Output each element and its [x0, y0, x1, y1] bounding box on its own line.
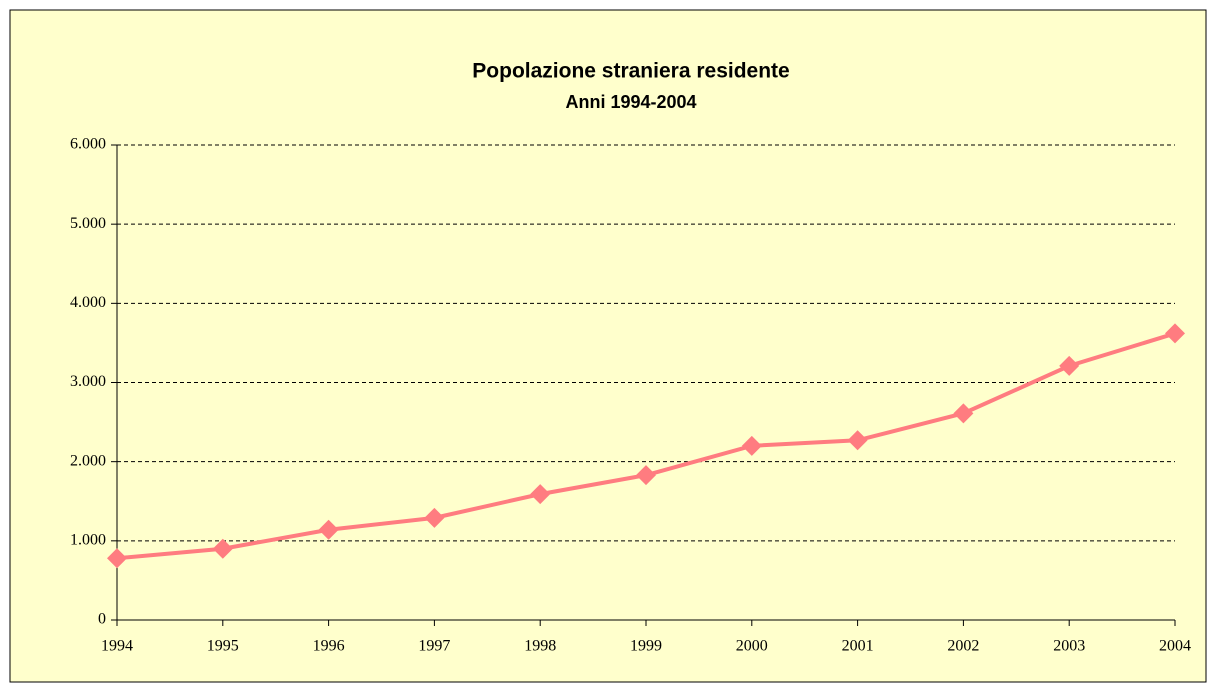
y-tick-label: 3.000 [70, 373, 106, 390]
x-tick-label: 2001 [842, 638, 874, 655]
data-point [212, 538, 233, 559]
data-point [318, 519, 339, 540]
y-tick-label: 0 [98, 611, 106, 628]
data-point [1165, 323, 1185, 344]
y-tick-label: 5.000 [70, 215, 106, 232]
x-tick-label: 2002 [947, 638, 979, 655]
y-tick-label: 6.000 [70, 136, 106, 153]
x-tick-label: 1997 [418, 638, 450, 655]
x-tick-label: 1996 [313, 638, 345, 655]
data-point [953, 403, 974, 424]
x-tick-label: 1994 [101, 638, 133, 655]
x-tick-label: 1999 [630, 638, 662, 655]
chart-subtitle: Anni 1994-2004 [565, 92, 696, 112]
x-tick-label: 2004 [1159, 638, 1191, 655]
chart-area [9, 9, 1207, 683]
data-point [530, 484, 551, 505]
y-tick-label: 2.000 [70, 452, 106, 469]
data-point [847, 430, 868, 451]
chart-title: Popolazione straniera residente [472, 60, 789, 83]
data-point [107, 548, 127, 569]
x-tick-label: 1995 [207, 638, 239, 655]
y-tick-label: 4.000 [70, 294, 106, 311]
x-tick-label: 2003 [1053, 638, 1085, 655]
data-point [1059, 355, 1080, 376]
x-tick-label: 2000 [736, 638, 768, 655]
y-tick-label: 1.000 [70, 532, 106, 549]
data-point [741, 435, 762, 456]
x-tick-label: 1998 [524, 638, 556, 655]
data-point [636, 465, 656, 486]
data-point [424, 507, 445, 528]
